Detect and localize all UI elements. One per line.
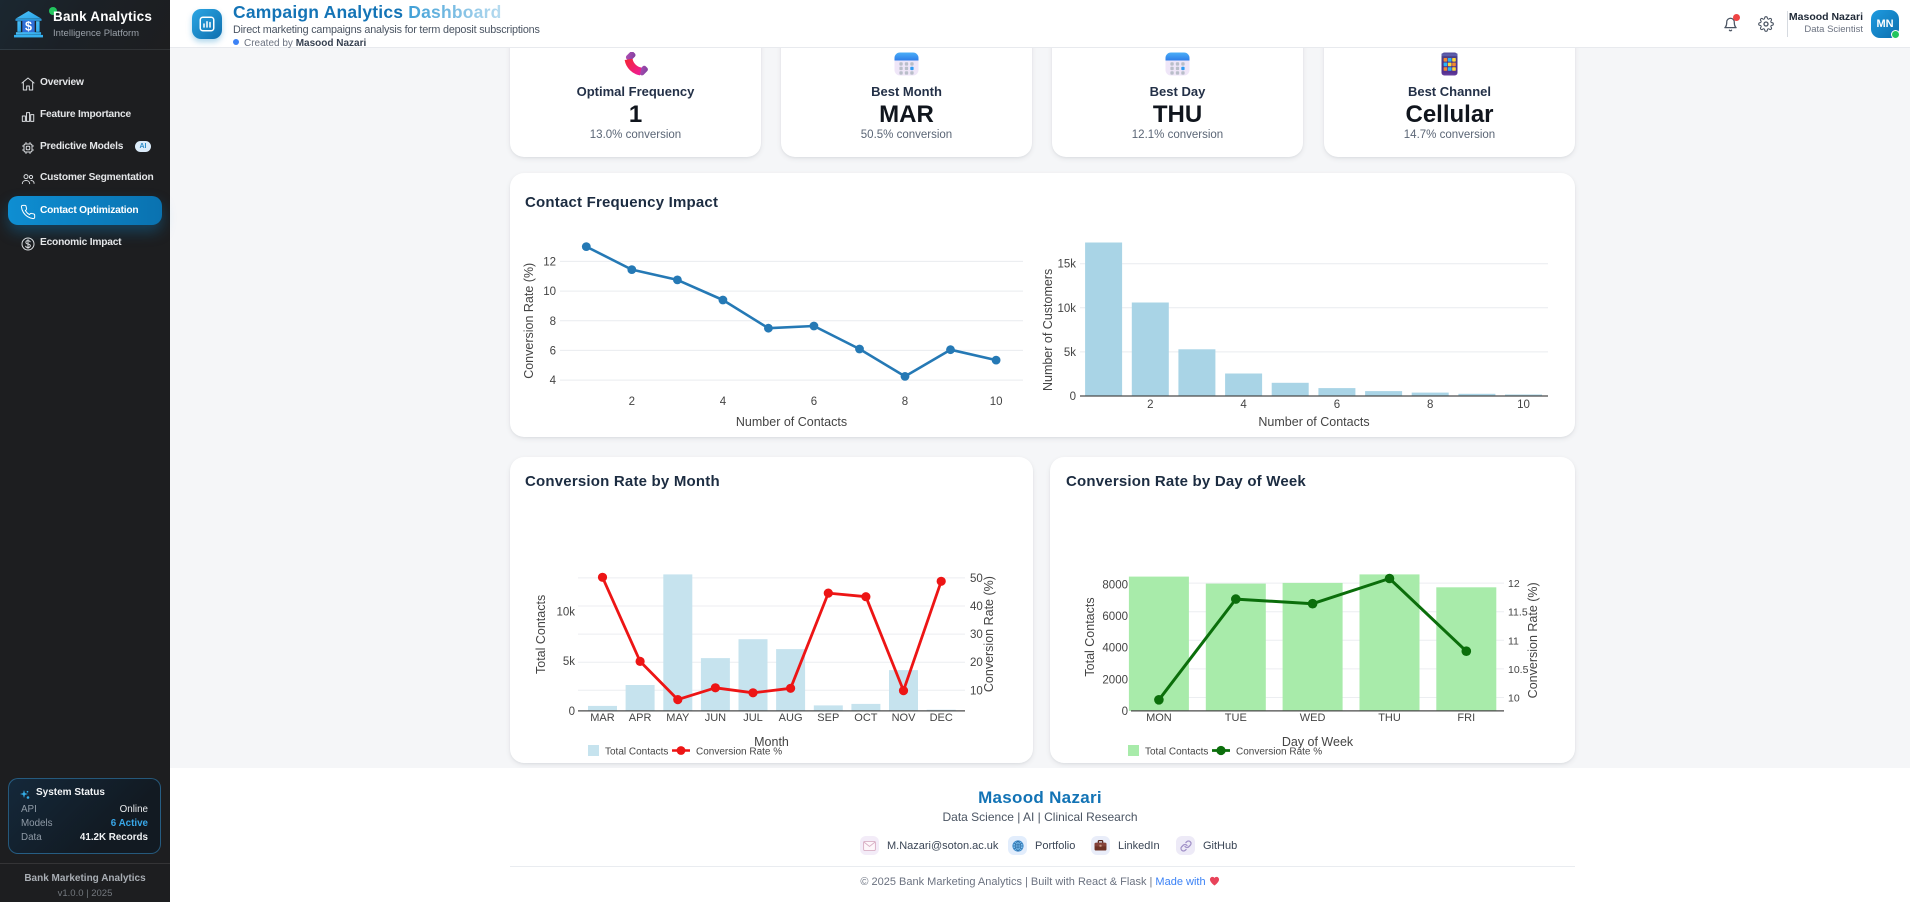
svg-text:10k: 10k [1057, 303, 1076, 315]
svg-text:Total Contacts: Total Contacts [1083, 597, 1097, 676]
svg-text:JUN: JUN [705, 712, 726, 724]
svg-text:Number of Contacts: Number of Contacts [736, 415, 847, 429]
svg-text:50: 50 [970, 573, 983, 585]
svg-text:TUE: TUE [1225, 712, 1247, 724]
svg-text:12: 12 [543, 256, 556, 268]
svg-text:10: 10 [1517, 399, 1530, 411]
svg-text:2000: 2000 [1102, 674, 1128, 686]
svg-text:0: 0 [569, 706, 575, 718]
svg-text:15k: 15k [1057, 259, 1076, 271]
svg-text:Conversion Rate (%): Conversion Rate (%) [1526, 582, 1540, 698]
svg-text:10: 10 [970, 685, 983, 697]
svg-text:FRI: FRI [1457, 712, 1475, 724]
svg-text:40: 40 [970, 601, 983, 613]
svg-text:11.5: 11.5 [1508, 607, 1528, 619]
svg-text:Number of Contacts: Number of Contacts [1258, 415, 1369, 429]
svg-text:Conversion Rate (%): Conversion Rate (%) [522, 263, 536, 379]
svg-text:APR: APR [629, 712, 652, 724]
svg-text:4: 4 [1240, 399, 1247, 411]
svg-text:MAR: MAR [590, 712, 615, 724]
svg-text:10: 10 [543, 286, 556, 298]
svg-text:8: 8 [1427, 399, 1433, 411]
svg-text:JUL: JUL [743, 712, 763, 724]
svg-text:Total Contacts: Total Contacts [534, 595, 548, 674]
svg-text:SEP: SEP [817, 712, 839, 724]
svg-text:Conversion Rate %: Conversion Rate % [696, 747, 782, 758]
svg-text:10: 10 [990, 396, 1003, 408]
svg-text:MON: MON [1146, 712, 1172, 724]
svg-text:DEC: DEC [930, 712, 953, 724]
svg-text:4: 4 [550, 375, 557, 387]
svg-text:Total Contacts: Total Contacts [1145, 747, 1208, 758]
svg-text:NOV: NOV [892, 712, 917, 724]
svg-text:10.5: 10.5 [1508, 664, 1529, 676]
svg-text:6: 6 [550, 345, 556, 357]
svg-text:8: 8 [902, 396, 908, 408]
svg-text:6: 6 [1334, 399, 1340, 411]
svg-text:10: 10 [1508, 693, 1520, 705]
svg-text:4: 4 [720, 396, 727, 408]
svg-text:$: $ [25, 20, 32, 34]
svg-text:10k: 10k [556, 606, 575, 618]
svg-text:11: 11 [1508, 635, 1519, 647]
svg-text:5k: 5k [1064, 347, 1076, 359]
svg-text:Day of Week: Day of Week [1282, 735, 1354, 749]
svg-text:5k: 5k [563, 656, 575, 668]
svg-text:Total Contacts: Total Contacts [605, 747, 668, 758]
svg-text:12: 12 [1508, 578, 1520, 590]
svg-text:4000: 4000 [1102, 643, 1128, 655]
svg-text:8: 8 [550, 316, 556, 328]
svg-text:6000: 6000 [1102, 611, 1128, 623]
svg-text:THU: THU [1378, 712, 1401, 724]
svg-text:0: 0 [1122, 706, 1128, 718]
svg-text:OCT: OCT [854, 712, 878, 724]
svg-text:MAY: MAY [666, 712, 690, 724]
svg-text:30: 30 [970, 629, 983, 641]
svg-text:2: 2 [1147, 399, 1153, 411]
svg-text:8000: 8000 [1102, 580, 1128, 592]
svg-text:0: 0 [1070, 391, 1076, 403]
svg-text:6: 6 [811, 396, 817, 408]
svg-text:Month: Month [754, 735, 789, 749]
svg-text:Conversion Rate (%): Conversion Rate (%) [982, 576, 996, 692]
svg-text:20: 20 [970, 657, 983, 669]
svg-text:2: 2 [629, 396, 635, 408]
svg-text:WED: WED [1300, 712, 1326, 724]
svg-text:Number of Customers: Number of Customers [1041, 269, 1055, 391]
svg-text:AUG: AUG [779, 712, 803, 724]
svg-text:Conversion Rate %: Conversion Rate % [1236, 747, 1322, 758]
